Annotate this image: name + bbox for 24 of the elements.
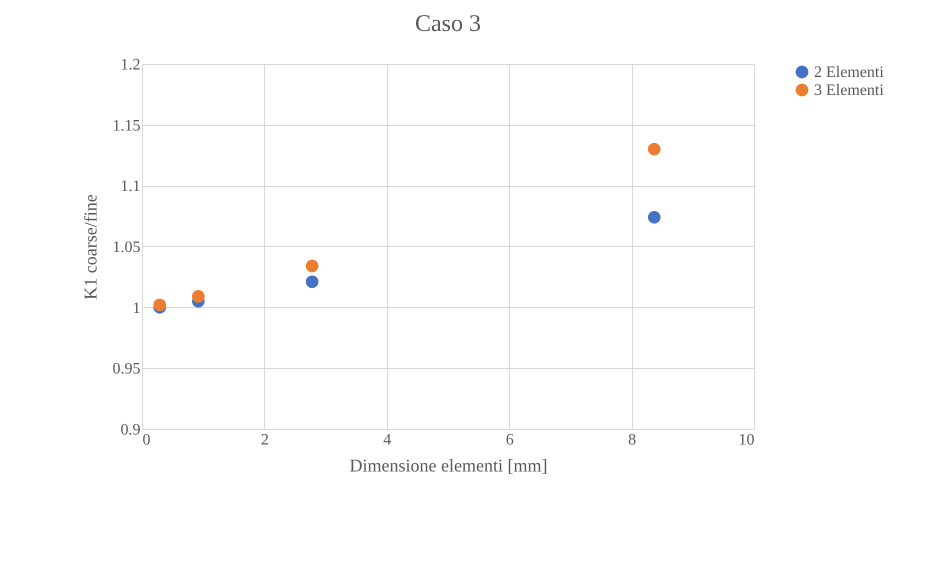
x-tick-label: 10 xyxy=(738,432,754,448)
point xyxy=(648,210,661,224)
x-tick-label: 2 xyxy=(260,432,269,448)
x-tick-label: 8 xyxy=(628,432,636,448)
x-tick-label: 0 xyxy=(142,432,150,448)
point xyxy=(648,142,661,156)
y-tick-label: 1.2 xyxy=(120,56,140,74)
y-tick-label: 1 xyxy=(132,300,140,317)
point xyxy=(153,298,166,312)
point xyxy=(306,275,318,288)
y-axis-title: K1 coarse/fine xyxy=(80,194,100,300)
chart-title: Caso 3 xyxy=(415,11,481,37)
y-tick-label: 0.95 xyxy=(112,360,140,378)
x-axis-title: Dimensione elementi [mm] xyxy=(350,456,548,476)
x-tick-label: 6 xyxy=(506,432,514,448)
y-tick-label: 1.05 xyxy=(112,239,140,256)
legend-label: 2 Elementi xyxy=(814,64,884,81)
point xyxy=(306,260,318,272)
x-tick-label: 4 xyxy=(383,432,392,448)
y-tick-label: 0.9 xyxy=(120,422,140,438)
legend-label: 3 Elementi xyxy=(814,82,884,99)
y-tick-label: 1.15 xyxy=(112,117,140,134)
point xyxy=(192,290,205,303)
y-tick-label: 1.1 xyxy=(120,178,140,196)
